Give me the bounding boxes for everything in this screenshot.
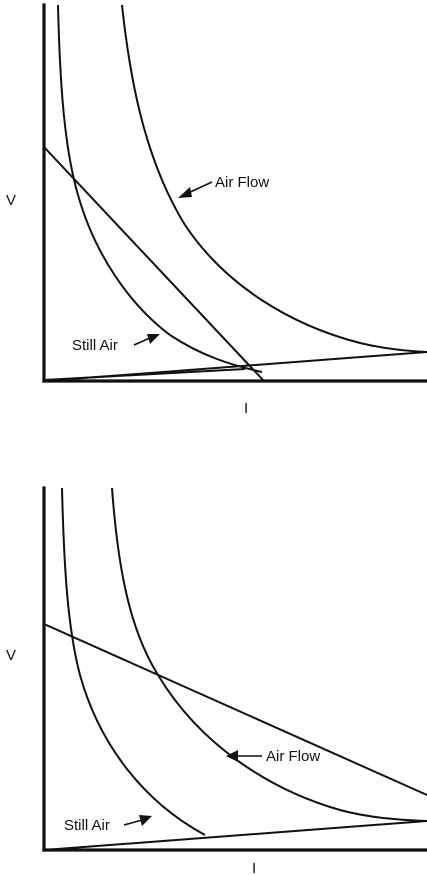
still-air-label: Still Air [64,817,110,834]
load-line [43,623,427,796]
still-air-curve [61,487,206,836]
still-air-label: Still Air [72,337,118,354]
still-air-arrow-head [147,334,160,344]
still-air-arrow [123,819,143,826]
panel-bottom: V I Air Flow Still Air [0,460,427,875]
still-air-arrow [133,337,151,346]
x-axis-label: I [252,860,256,875]
air-flow-curve [121,4,427,353]
diagram-bottom-svg: V I Air Flow Still Air [6,486,427,875]
y-axis-label: V [6,647,16,664]
air-flow-label: Air Flow [215,174,269,191]
y-axis-label: V [6,192,16,209]
still-air-curve [57,4,263,373]
x-axis-label: I [244,400,248,417]
diagram-top-svg: V I Air Flow Still Air [6,3,427,417]
panel-top: V I Air Flow Still Air [0,0,427,420]
air-flow-arrow-head [226,750,238,762]
lower-line [43,820,427,851]
load-line [43,146,264,381]
air-flow-label: Air Flow [266,748,320,765]
air-flow-arrow-head [178,187,192,198]
still-air-arrow-head [139,815,152,826]
air-flow-curve [111,487,427,822]
lower-line [43,351,427,382]
